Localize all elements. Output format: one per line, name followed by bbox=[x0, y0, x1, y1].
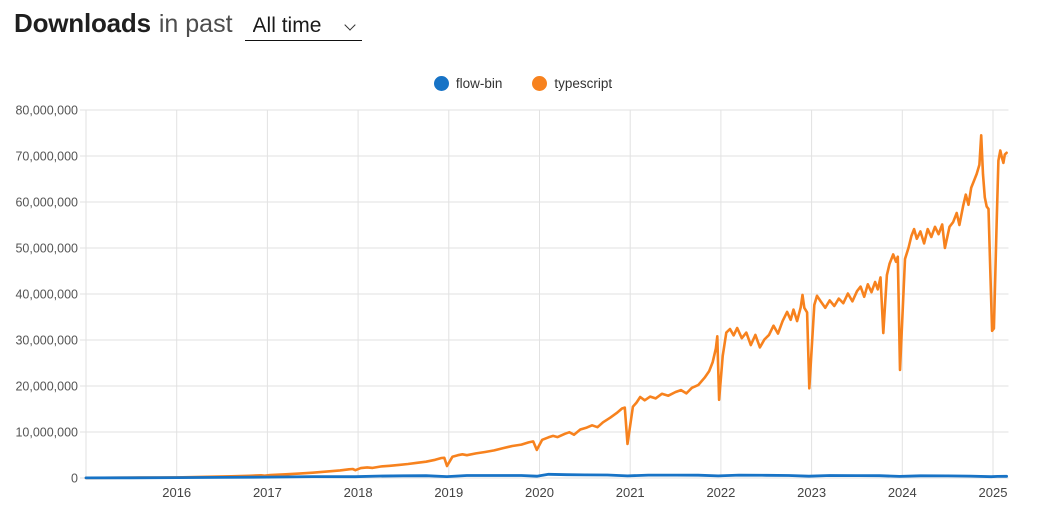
x-tick-label: 2022 bbox=[706, 485, 735, 500]
legend-label: flow-bin bbox=[455, 76, 503, 91]
downloads-line-chart[interactable]: 0 10,000,000 20,000,000 30,000,000 40,000,00… bbox=[0, 100, 1046, 526]
y-tick-label: 80,000,000 bbox=[15, 104, 78, 118]
x-tick-label: 2020 bbox=[525, 485, 554, 500]
page-title: Downloads bbox=[14, 8, 151, 38]
typescript-line bbox=[84, 133, 1008, 480]
y-tick-label: 0 bbox=[71, 472, 78, 486]
y-tick-label: 20,000,000 bbox=[15, 380, 78, 394]
y-tick-label: 60,000,000 bbox=[15, 196, 78, 210]
y-tick-label: 40,000,000 bbox=[15, 288, 78, 302]
x-tick-label: 2021 bbox=[616, 485, 645, 500]
y-tick-label: 70,000,000 bbox=[15, 150, 78, 164]
x-tick-label: 2024 bbox=[888, 485, 917, 500]
period-select[interactable]: All time bbox=[250, 14, 356, 37]
period-select-wrap: All time bbox=[244, 14, 362, 41]
chart-legend: flow-bin typescript bbox=[0, 76, 1046, 91]
legend-label: typescript bbox=[554, 76, 613, 91]
x-tick-label: 2025 bbox=[979, 485, 1008, 500]
x-tick-label: 2023 bbox=[797, 485, 826, 500]
x-tick-label: 2019 bbox=[434, 485, 463, 500]
x-tick-label: 2016 bbox=[162, 485, 191, 500]
legend-dot-typescript bbox=[532, 76, 548, 91]
y-tick-label: 50,000,000 bbox=[15, 242, 78, 256]
page-header: Downloads in past All time bbox=[14, 8, 362, 41]
chart-region: 0 10,000,000 20,000,000 30,000,000 40,000,00… bbox=[0, 100, 1046, 531]
flow-bin-line bbox=[84, 472, 1008, 480]
x-tick-label: 2017 bbox=[253, 485, 282, 500]
y-tick-label: 10,000,000 bbox=[15, 426, 78, 440]
x-tick-label: 2018 bbox=[344, 485, 373, 500]
legend-item-flow-bin[interactable]: flow-bin bbox=[433, 76, 503, 91]
y-tick-label: 30,000,000 bbox=[15, 334, 78, 348]
page-title-suffix: in past bbox=[158, 10, 233, 38]
legend-item-typescript[interactable]: typescript bbox=[532, 76, 612, 91]
legend-dot-flow-bin bbox=[433, 76, 449, 91]
